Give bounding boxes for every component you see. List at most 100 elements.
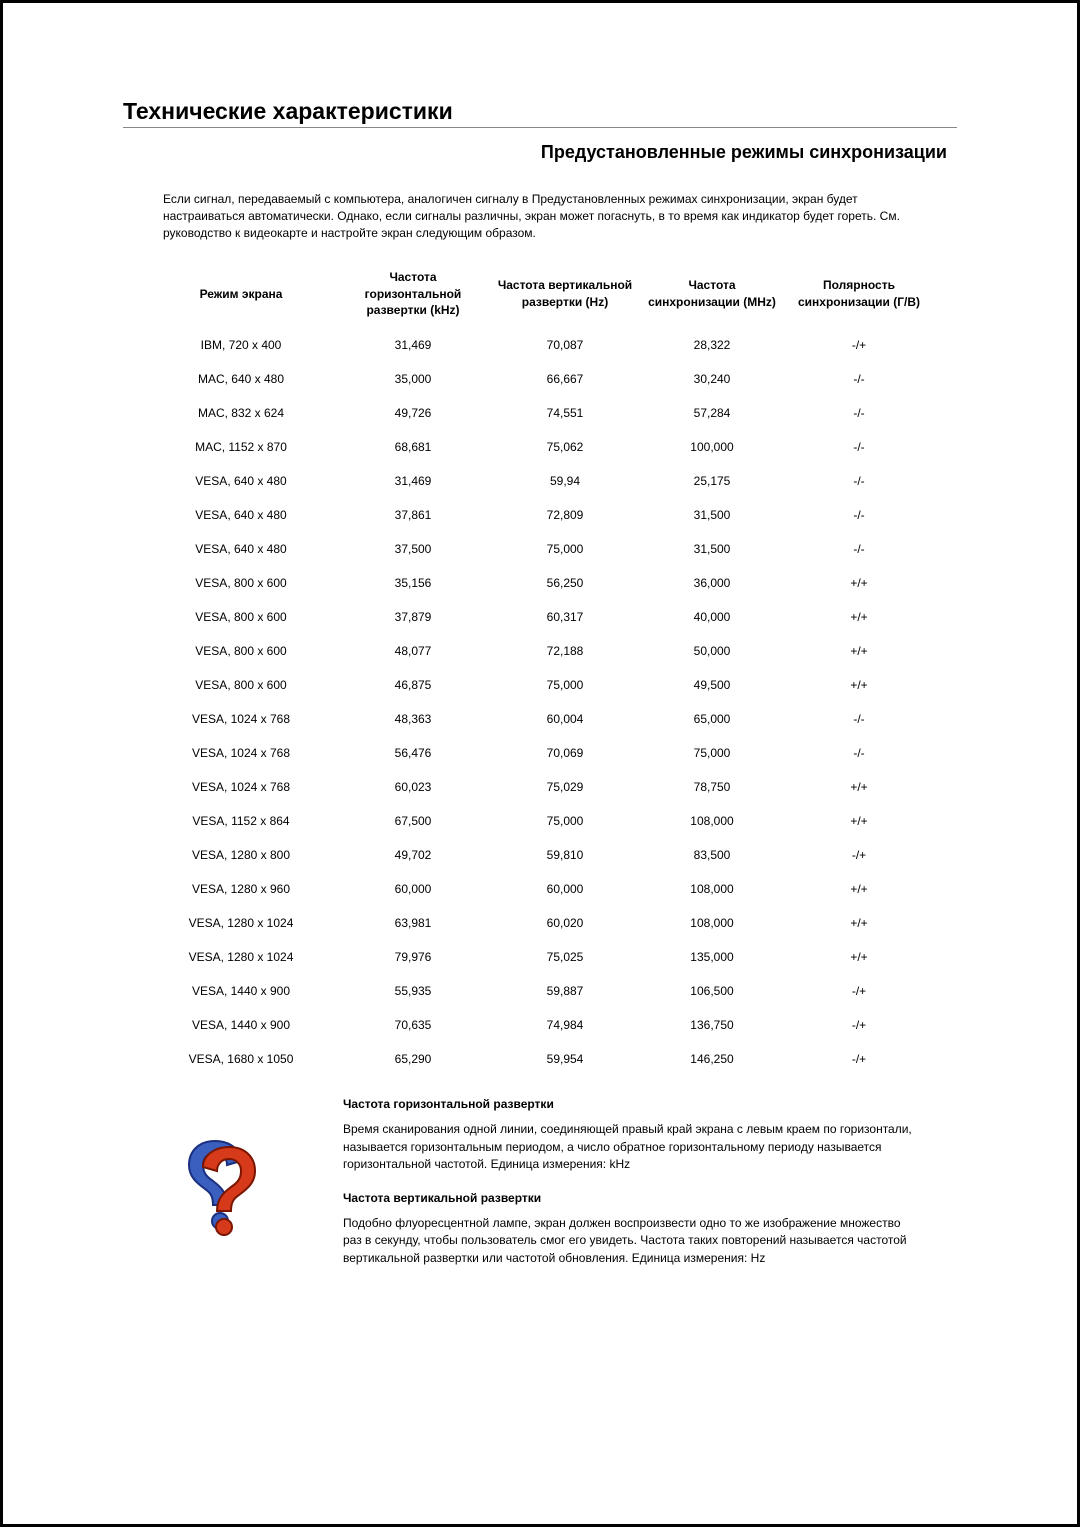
table-cell: +/+ (786, 804, 933, 838)
table-cell: 40,000 (639, 600, 786, 634)
table-row: VESA, 1680 x 105065,29059,954146,250-/+ (148, 1042, 933, 1076)
table-row: VESA, 640 x 48031,46959,9425,175-/- (148, 464, 933, 498)
table-cell: 60,000 (335, 872, 492, 906)
table-row: VESA, 800 x 60035,15656,25036,000+/+ (148, 566, 933, 600)
definitions-text: Частота горизонтальной развертки Время с… (343, 1096, 917, 1283)
table-row: MAC, 832 x 62449,72674,55157,284-/- (148, 396, 933, 430)
table-cell: 31,500 (639, 532, 786, 566)
table-cell: 75,029 (492, 770, 639, 804)
table-cell: -/+ (786, 1008, 933, 1042)
table-row: VESA, 1440 x 90070,63574,984136,750-/+ (148, 1008, 933, 1042)
table-cell: VESA, 1280 x 1024 (148, 940, 335, 974)
table-cell: MAC, 1152 x 870 (148, 430, 335, 464)
hfreq-text: Время сканирования одной линии, соединяю… (343, 1121, 917, 1173)
table-cell: 60,023 (335, 770, 492, 804)
question-mark-icon (163, 1096, 323, 1283)
table-row: VESA, 1280 x 102479,97675,025135,000+/+ (148, 940, 933, 974)
table-row: VESA, 1280 x 96060,00060,000108,000+/+ (148, 872, 933, 906)
table-cell: -/- (786, 430, 933, 464)
table-cell: -/- (786, 464, 933, 498)
table-cell: 108,000 (639, 872, 786, 906)
table-cell: 59,810 (492, 838, 639, 872)
table-cell: VESA, 1440 x 900 (148, 1008, 335, 1042)
table-cell: 75,025 (492, 940, 639, 974)
table-cell: +/+ (786, 566, 933, 600)
table-cell: +/+ (786, 634, 933, 668)
table-cell: -/- (786, 736, 933, 770)
table-cell: 25,175 (639, 464, 786, 498)
table-cell: VESA, 800 x 600 (148, 566, 335, 600)
table-cell: 37,861 (335, 498, 492, 532)
table-cell: 35,156 (335, 566, 492, 600)
table-cell: +/+ (786, 872, 933, 906)
table-cell: 79,976 (335, 940, 492, 974)
table-cell: 48,077 (335, 634, 492, 668)
table-cell: VESA, 1024 x 768 (148, 736, 335, 770)
column-header-pixclock: Частота синхронизации (MHz) (639, 263, 786, 328)
column-header-mode: Режим экрана (148, 263, 335, 328)
table-cell: -/+ (786, 328, 933, 362)
table-cell: 106,500 (639, 974, 786, 1008)
table-cell: 59,94 (492, 464, 639, 498)
table-cell: -/- (786, 396, 933, 430)
table-row: MAC, 640 x 48035,00066,66730,240-/- (148, 362, 933, 396)
table-cell: 78,750 (639, 770, 786, 804)
table-cell: +/+ (786, 600, 933, 634)
table-cell: -/+ (786, 1042, 933, 1076)
table-cell: 108,000 (639, 804, 786, 838)
table-cell: 74,984 (492, 1008, 639, 1042)
table-cell: 65,290 (335, 1042, 492, 1076)
table-cell: 75,062 (492, 430, 639, 464)
timing-modes-table: Режим экрана Частота горизонтальной разв… (148, 263, 933, 1076)
table-cell: +/+ (786, 668, 933, 702)
table-cell: -/- (786, 362, 933, 396)
table-cell: VESA, 1280 x 800 (148, 838, 335, 872)
table-row: VESA, 640 x 48037,86172,80931,500-/- (148, 498, 933, 532)
table-cell: 135,000 (639, 940, 786, 974)
column-header-vfreq: Частота вертикальной развертки (Hz) (492, 263, 639, 328)
table-cell: VESA, 1680 x 1050 (148, 1042, 335, 1076)
table-cell: VESA, 1280 x 960 (148, 872, 335, 906)
table-cell: 30,240 (639, 362, 786, 396)
table-cell: VESA, 640 x 480 (148, 464, 335, 498)
table-cell: -/+ (786, 974, 933, 1008)
table-cell: 48,363 (335, 702, 492, 736)
table-cell: 31,469 (335, 328, 492, 362)
table-cell: 59,954 (492, 1042, 639, 1076)
table-cell: 65,000 (639, 702, 786, 736)
table-cell: 56,476 (335, 736, 492, 770)
table-cell: 72,809 (492, 498, 639, 532)
table-cell: -/- (786, 532, 933, 566)
table-row: VESA, 1024 x 76856,47670,06975,000-/- (148, 736, 933, 770)
table-cell: 75,000 (492, 668, 639, 702)
table-cell: MAC, 832 x 624 (148, 396, 335, 430)
table-cell: 36,000 (639, 566, 786, 600)
table-row: VESA, 1024 x 76860,02375,02978,750+/+ (148, 770, 933, 804)
table-cell: 49,702 (335, 838, 492, 872)
table-cell: 68,681 (335, 430, 492, 464)
table-cell: 60,000 (492, 872, 639, 906)
table-cell: VESA, 1024 x 768 (148, 702, 335, 736)
table-cell: VESA, 640 x 480 (148, 532, 335, 566)
table-cell: +/+ (786, 940, 933, 974)
table-cell: +/+ (786, 770, 933, 804)
document-page: Технические характеристики Предустановле… (0, 0, 1080, 1527)
table-cell: 70,087 (492, 328, 639, 362)
column-header-hfreq: Частота горизонтальной развертки (kHz) (335, 263, 492, 328)
table-cell: 49,726 (335, 396, 492, 430)
table-cell: 75,000 (492, 804, 639, 838)
table-cell: 136,750 (639, 1008, 786, 1042)
table-cell: 146,250 (639, 1042, 786, 1076)
table-cell: 70,635 (335, 1008, 492, 1042)
table-cell: -/- (786, 702, 933, 736)
table-cell: 50,000 (639, 634, 786, 668)
table-row: VESA, 800 x 60037,87960,31740,000+/+ (148, 600, 933, 634)
table-cell: MAC, 640 x 480 (148, 362, 335, 396)
table-cell: 60,317 (492, 600, 639, 634)
table-row: VESA, 640 x 48037,50075,00031,500-/- (148, 532, 933, 566)
table-cell: 70,069 (492, 736, 639, 770)
table-header-row: Режим экрана Частота горизонтальной разв… (148, 263, 933, 328)
table-cell: 28,322 (639, 328, 786, 362)
table-cell: 75,000 (639, 736, 786, 770)
table-cell: 59,887 (492, 974, 639, 1008)
